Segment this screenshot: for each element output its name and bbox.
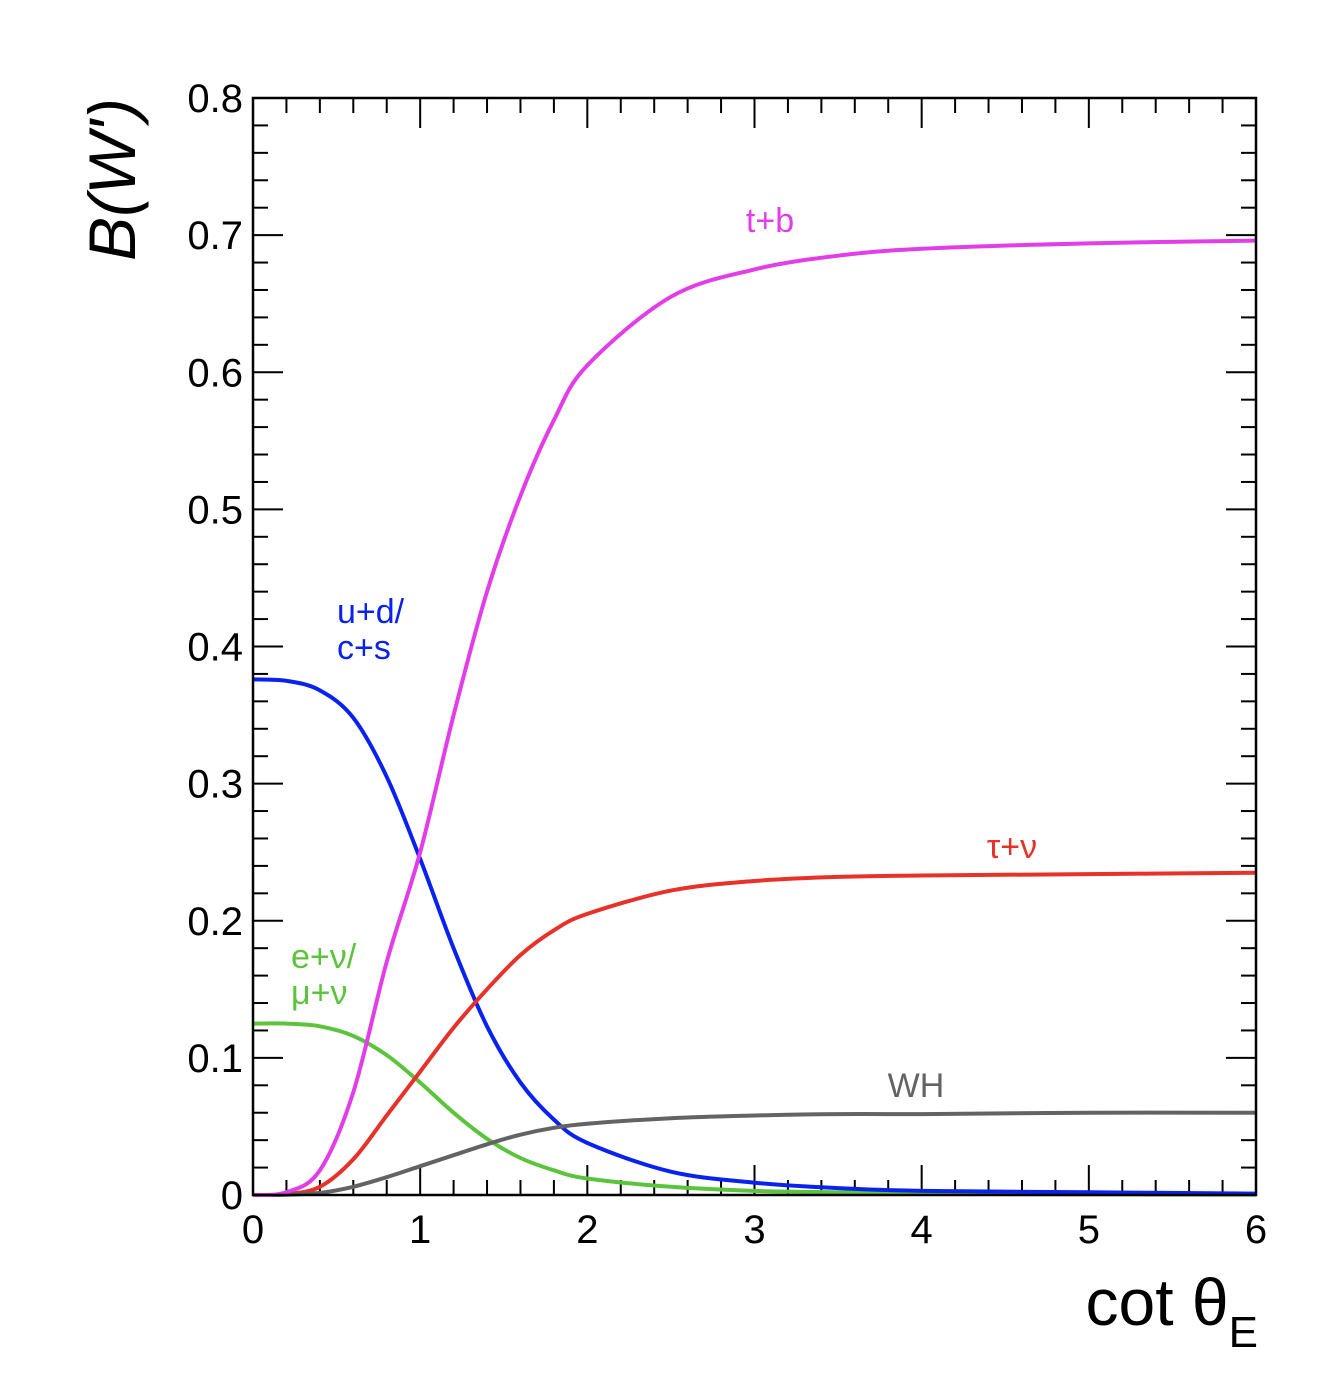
series-label-line: μ+ν <box>291 974 347 1012</box>
x-axis-label: cot θE <box>1086 1265 1258 1357</box>
x-tick-label: 3 <box>743 1208 765 1252</box>
series-label: e+ν/μ+ν <box>291 938 357 1012</box>
y-tick-label: 0.7 <box>187 214 243 258</box>
x-axis-label-subscript: E <box>1229 1308 1258 1357</box>
x-axis-label-main: cot θ <box>1086 1265 1229 1339</box>
series-curves <box>252 238 1257 1198</box>
x-tick-labels: 0 1 2 3 4 5 6 <box>242 1208 1267 1252</box>
series-label: t+b <box>746 202 794 240</box>
x-tick-label: 4 <box>911 1208 933 1252</box>
y-tick-label: 0.2 <box>187 900 243 944</box>
y-axis-label-text: B(W') <box>75 98 149 261</box>
series-line <box>252 870 1257 1198</box>
series-line <box>252 1110 1257 1198</box>
x-tick-label: 2 <box>576 1208 598 1252</box>
series-label-line: c+s <box>337 629 391 667</box>
series-label: u+d/c+s <box>337 593 405 667</box>
series-label-line: e+ν/ <box>291 938 357 976</box>
series-line <box>252 677 1257 1196</box>
y-tick-label: 0.4 <box>187 626 243 670</box>
series-label: WH <box>888 1067 945 1105</box>
minor-ticks <box>253 98 1256 1195</box>
series-label: τ+ν <box>987 828 1037 866</box>
series-label-line: τ+ν <box>987 828 1037 866</box>
y-tick-labels: 0 0.1 0.2 0.3 0.4 0.5 0.6 0.7 0.8 <box>187 77 243 1218</box>
y-tick-label: 0.1 <box>187 1037 243 1081</box>
series-labels: t+b u+d/c+s τ+ν e+ν/μ+ν WH <box>291 202 1037 1105</box>
y-tick-label: 0.8 <box>187 77 243 121</box>
series-line <box>252 1021 1257 1197</box>
series-line <box>252 238 1257 1198</box>
y-tick-label: 0.5 <box>187 488 243 532</box>
y-tick-label: 0.6 <box>187 351 243 395</box>
y-tick-label: 0 <box>221 1174 243 1218</box>
x-tick-label: 1 <box>409 1208 431 1252</box>
y-tick-label: 0.3 <box>187 763 243 807</box>
major-ticks <box>252 97 1257 1196</box>
x-tick-label: 5 <box>1078 1208 1100 1252</box>
series-label-line: WH <box>888 1067 945 1105</box>
x-tick-label: 0 <box>242 1208 264 1252</box>
y-axis-label: B(W') <box>75 98 149 261</box>
series-label-line: u+d/ <box>337 593 405 631</box>
series-label-line: t+b <box>746 202 794 240</box>
x-tick-label: 6 <box>1245 1208 1267 1252</box>
plot-frame <box>251 96 1258 1197</box>
